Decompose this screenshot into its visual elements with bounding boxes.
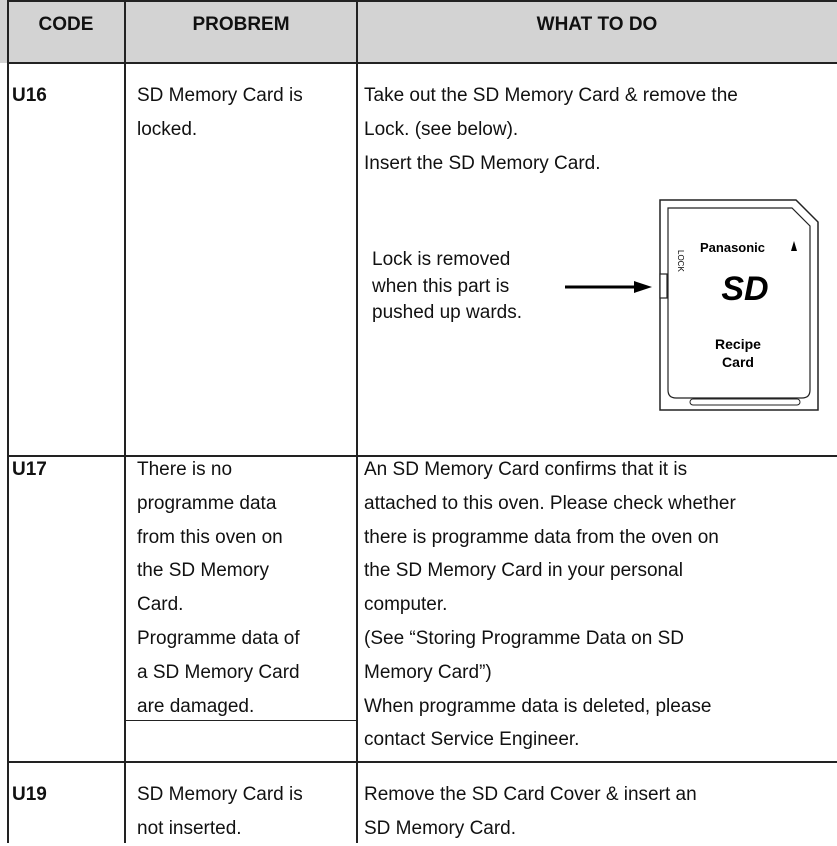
text-line: contact Service Engineer.	[364, 729, 580, 751]
text-line: from this oven on	[137, 526, 283, 548]
text-line: computer.	[364, 594, 448, 616]
text-line: Card.	[137, 594, 184, 616]
text-line: programme data	[137, 492, 277, 514]
text-line: Lock. (see below).	[364, 118, 519, 140]
header-bg	[0, 0, 837, 63]
problem: SD Memory Card is locked.	[137, 79, 303, 147]
text-line: Insert the SD Memory Card.	[364, 152, 601, 174]
text-line: There is no	[137, 459, 233, 480]
text-line: SD Memory Card.	[364, 817, 517, 839]
text-line: there is programme data from the oven on	[364, 526, 719, 548]
text-line: Memory Card”)	[364, 661, 492, 683]
text-line: SD Memory Card is	[137, 784, 303, 805]
code: U17	[12, 459, 47, 480]
text-line: are damaged.	[137, 695, 255, 717]
header-cell: CODE	[38, 14, 94, 35]
card-inner	[667, 207, 811, 399]
contacts	[689, 398, 801, 406]
card-lock: LOCK	[676, 250, 685, 272]
text-line: attached to this oven. Please check whet…	[364, 492, 736, 514]
lock-tab	[659, 273, 668, 299]
border	[125, 720, 357, 721]
header-cell: WHAT TO DO	[536, 14, 658, 35]
text-line: SD Memory Card is	[137, 85, 303, 106]
code: U19	[12, 784, 47, 805]
text-line: pushed up wards.	[372, 302, 522, 323]
border	[7, 761, 837, 763]
problem: SD Memory Card is not inserted.	[137, 778, 303, 846]
border	[7, 62, 837, 64]
action: Remove the SD Card Cover & insert an SD …	[364, 778, 697, 846]
border	[124, 0, 126, 843]
text-line: a SD Memory Card	[137, 661, 300, 683]
text-line: Remove the SD Card Cover & insert an	[364, 784, 697, 805]
card-arrow	[791, 241, 797, 251]
text-line: when this part is	[372, 275, 510, 297]
action: An SD Memory Card confirms that it is at…	[364, 453, 736, 757]
text-line: Lock is removed	[372, 249, 511, 270]
header-cell: PROBREM	[192, 14, 290, 35]
border	[7, 0, 9, 843]
text-line: not inserted.	[137, 817, 242, 839]
sd-card-figure: Panasonic LOCK SD Recipe Card	[565, 199, 819, 411]
text-line: the SD Memory Card in your personal	[364, 560, 683, 582]
card-label: Card	[722, 354, 754, 370]
text-line: An SD Memory Card confirms that it is	[364, 459, 688, 480]
card-brand: Panasonic	[700, 240, 765, 255]
text-line: Programme data of	[137, 627, 300, 649]
text-line: Take out the SD Memory Card & remove the	[364, 85, 738, 106]
card-logo: SD	[721, 270, 768, 308]
border	[7, 0, 837, 2]
text-line: (See “Storing Programme Data on SD	[364, 627, 684, 649]
border	[356, 0, 358, 843]
action: Take out the SD Memory Card & remove the…	[364, 79, 738, 180]
code: U16	[12, 85, 47, 106]
arrow-head	[634, 281, 652, 293]
border	[7, 455, 837, 457]
figure-note: Lock is removed when this part is pushed…	[372, 247, 522, 327]
card-outline	[659, 199, 819, 411]
text-line: locked.	[137, 118, 198, 140]
problem: There is no programme data from this ove…	[137, 453, 300, 723]
card-label: Recipe	[715, 336, 761, 352]
text-line: When programme data is deleted, please	[364, 695, 712, 717]
text-line: the SD Memory	[137, 560, 269, 582]
